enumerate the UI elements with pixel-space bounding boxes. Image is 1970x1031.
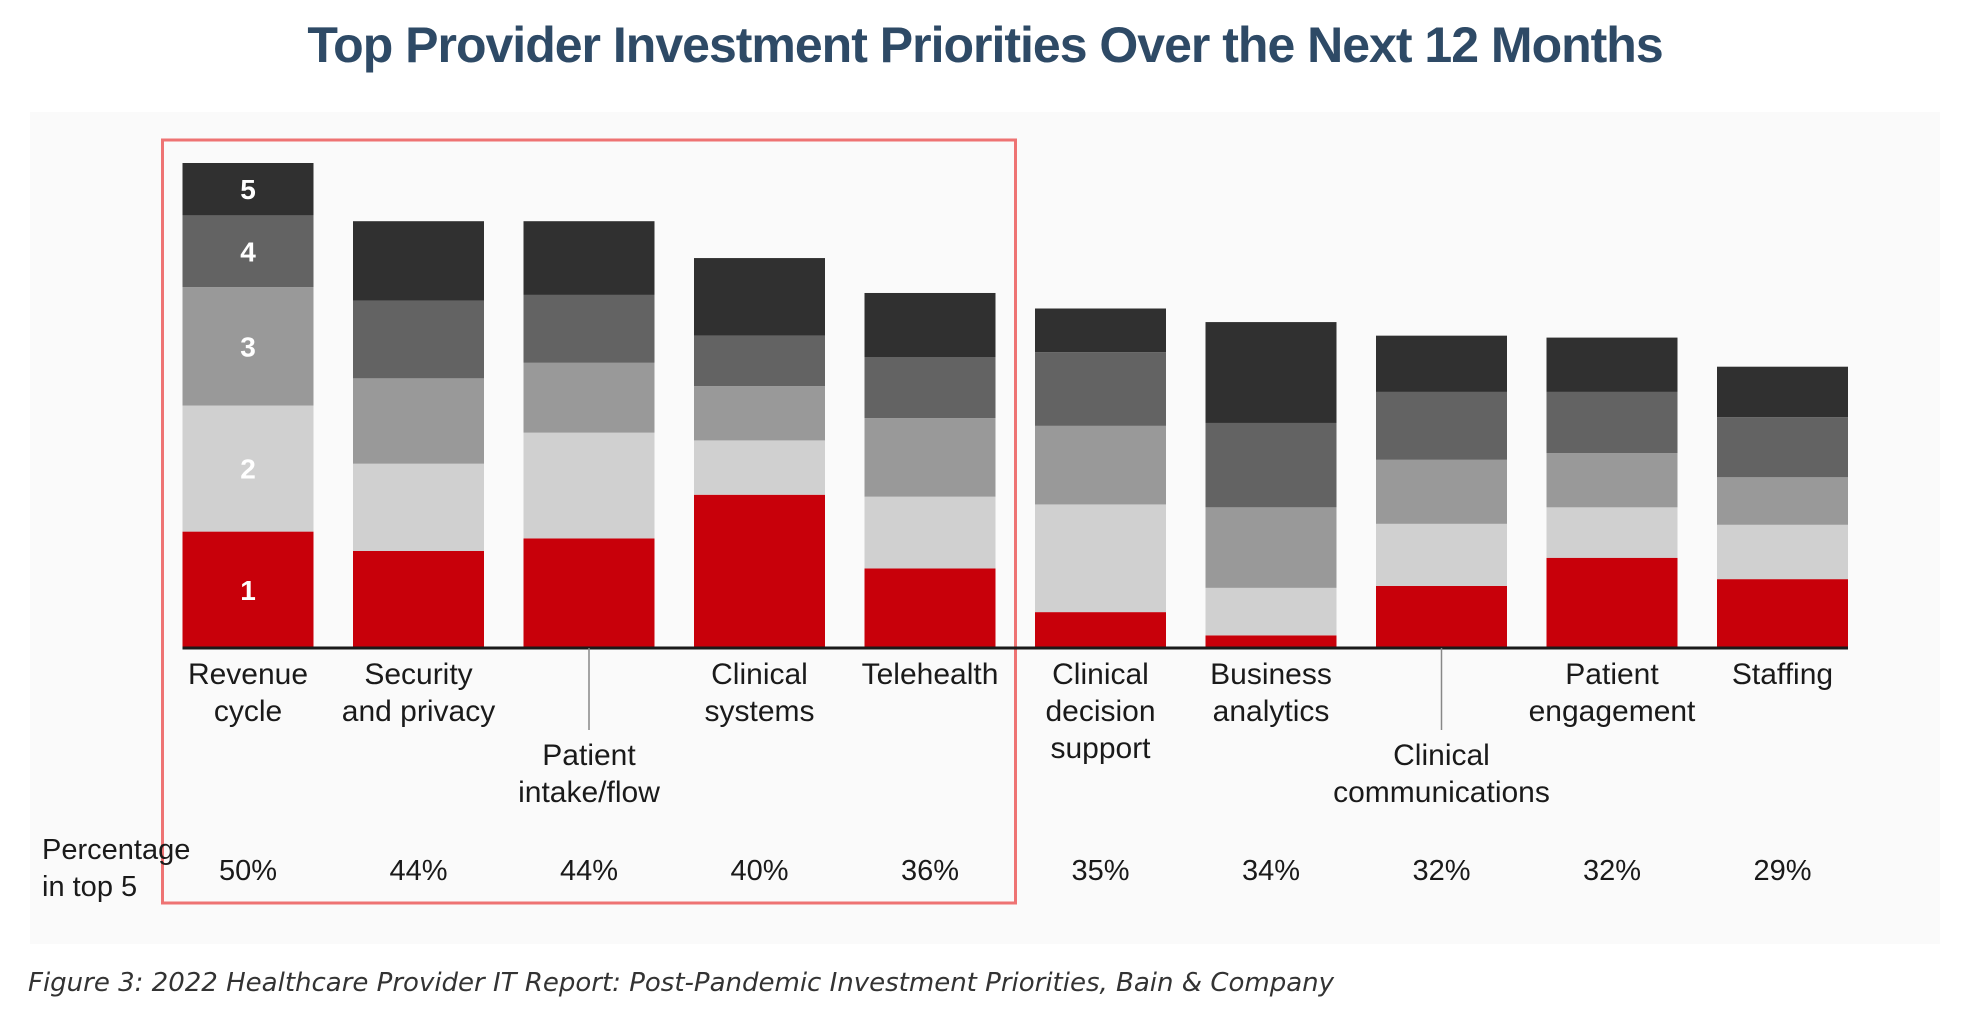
category-label: engagement (1529, 695, 1696, 728)
percent-in-top5-value: 44% (389, 855, 447, 887)
bar-segment-rank-3 (353, 378, 484, 464)
bar-segment-rank-5 (182, 163, 314, 216)
bar-segment-rank-3 (182, 287, 314, 406)
bar-segment-rank-1 (523, 538, 655, 648)
bar-segment-rank-1 (353, 551, 484, 648)
bar-segment-rank-4 (1205, 422, 1337, 508)
bar-segment-rank-3 (1717, 477, 1848, 525)
figure-caption: Figure 3: 2022 Healthcare Provider IT Re… (28, 968, 1335, 998)
percent-in-top5-value: 34% (1242, 855, 1300, 887)
bar-segment-rank-5 (1546, 337, 1678, 392)
bar-segment-rank-2 (1035, 504, 1166, 613)
bar-segment-rank-4 (1376, 391, 1507, 460)
highlight-box (161, 138, 1017, 905)
percent-in-top5-value: 36% (901, 855, 959, 887)
segment-rank-label: 4 (240, 236, 256, 267)
percentage-header: Percentage (42, 834, 190, 866)
bar-segment-rank-4 (1035, 352, 1166, 426)
category-label: decision (1045, 695, 1155, 728)
category-label: communications (1333, 776, 1550, 809)
bar-segment-rank-1 (1035, 612, 1166, 648)
category-label: Clinical (1393, 739, 1490, 772)
segment-rank-label: 2 (240, 454, 256, 485)
segment-rank-label: 3 (240, 331, 256, 362)
percent-in-top5-value: 35% (1071, 855, 1129, 887)
bar-segment-rank-5 (1376, 335, 1507, 392)
bar-segment-rank-2 (694, 440, 825, 495)
bar-segment-rank-4 (1546, 391, 1678, 454)
category-label: cycle (214, 695, 282, 728)
bar-segment-rank-5 (523, 221, 655, 295)
category-label: support (1050, 732, 1151, 765)
segment-rank-label: 1 (240, 575, 256, 606)
category-label: Revenue (188, 658, 308, 691)
percent-in-top5-value: 32% (1583, 855, 1641, 887)
percent-in-top5-value: 40% (730, 855, 788, 887)
category-label: Staffing (1732, 658, 1833, 691)
bar-segment-rank-4 (182, 215, 314, 288)
bar-segment-rank-5 (1205, 322, 1337, 423)
category-label: Telehealth (862, 658, 999, 691)
bar-segment-rank-4 (523, 294, 655, 363)
bar-segment-rank-2 (1205, 587, 1337, 636)
chart-title: Top Provider Investment Priorities Over … (307, 17, 1663, 73)
percentage-header: in top 5 (42, 871, 137, 903)
bar-segment-rank-1 (694, 494, 825, 648)
percent-in-top5-value: 44% (560, 855, 618, 887)
segment-rank-label: 5 (240, 174, 256, 205)
bar-segment-rank-5 (1717, 366, 1848, 418)
bar-segment-rank-2 (1546, 507, 1678, 558)
category-label: Business (1210, 658, 1332, 691)
bar-segment-rank-2 (182, 405, 314, 532)
bar-segment-rank-4 (864, 357, 996, 419)
bar-segment-rank-3 (694, 386, 825, 441)
bar-segment-rank-1 (864, 568, 996, 648)
category-label: systems (704, 695, 814, 728)
percent-in-top5-value: 29% (1753, 855, 1811, 887)
category-label: analytics (1213, 695, 1330, 728)
bar-segment-rank-5 (1035, 308, 1166, 353)
bar-segment-rank-1 (182, 531, 314, 648)
bar-segment-rank-2 (523, 432, 655, 539)
category-label: Clinical (711, 658, 808, 691)
bar-segment-rank-5 (694, 258, 825, 336)
bar-segment-rank-2 (1717, 524, 1848, 580)
category-label: Security (364, 658, 472, 691)
bar-segment-rank-2 (1376, 523, 1507, 586)
bar-segment-rank-2 (353, 463, 484, 551)
bar-segment-rank-5 (864, 292, 996, 357)
bar-segment-rank-3 (1376, 459, 1507, 524)
bar-segment-rank-5 (353, 221, 484, 301)
bar-segment-rank-3 (1035, 425, 1166, 505)
bar-segment-rank-3 (864, 418, 996, 497)
bar-segment-rank-3 (1546, 453, 1678, 508)
bar-segment-rank-2 (864, 496, 996, 569)
bar-segment-rank-3 (523, 362, 655, 433)
category-label: and privacy (342, 695, 495, 728)
category-label: Patient (542, 739, 636, 772)
bar-segment-rank-1 (1205, 635, 1337, 648)
bar-segment-rank-4 (694, 335, 825, 387)
bar-segment-rank-1 (1717, 579, 1848, 648)
bar-segment-rank-1 (1546, 557, 1678, 648)
bar-segment-rank-4 (1717, 417, 1848, 478)
bar-segment-rank-3 (1205, 507, 1337, 588)
category-label: Clinical (1052, 658, 1149, 691)
bar-segment-rank-4 (353, 300, 484, 379)
category-label: Patient (1565, 658, 1659, 691)
percent-in-top5-value: 50% (219, 855, 277, 887)
percent-in-top5-value: 32% (1412, 855, 1470, 887)
category-label: intake/flow (518, 776, 660, 809)
bar-segment-rank-1 (1376, 585, 1507, 648)
